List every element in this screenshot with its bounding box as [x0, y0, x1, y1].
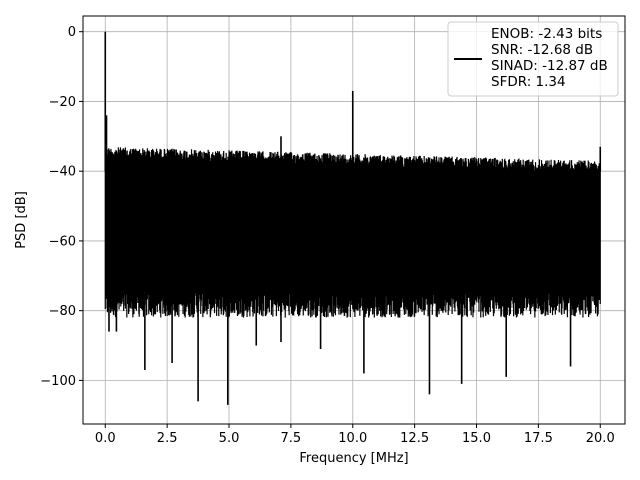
y-tick-label: −60: [49, 234, 76, 249]
x-tick-label: 2.5: [157, 431, 178, 446]
x-tick-label: 7.5: [281, 431, 302, 446]
spectrum-noise-trace: [104, 147, 601, 318]
plot-area: [104, 31, 602, 405]
axes-frame: [82, 15, 626, 425]
x-axis-label: Frequency [MHz]: [299, 451, 408, 466]
x-tick-label: 5.0: [219, 431, 240, 446]
x-tick-label: 0.0: [95, 431, 116, 446]
y-axis-ticks: 0 −20 −40 −60 −80 −100: [40, 25, 83, 389]
x-tick-label: 20.0: [586, 431, 615, 446]
y-tick-label: −40: [49, 165, 76, 180]
legend-sinad: SINAD: -12.87 dB: [491, 58, 608, 74]
y-tick-label: −100: [40, 374, 76, 389]
x-tick-label: 10.0: [338, 431, 367, 446]
y-tick-label: −80: [49, 304, 76, 319]
legend-sfdr: SFDR: 1.34: [491, 74, 566, 90]
legend-snr: SNR: -12.68 dB: [491, 42, 593, 58]
legend-box: [447, 21, 619, 97]
x-tick-label: 12.5: [400, 431, 429, 446]
y-tick-label: 0: [68, 25, 76, 40]
x-tick-label: 17.5: [524, 431, 553, 446]
x-axis-ticks: 0.0 2.5 5.0 7.5 10.0 12.5 15.0 17.5 20.0: [95, 424, 615, 446]
legend-enob: ENOB: -2.43 bits: [491, 26, 602, 42]
y-tick-label: −20: [49, 95, 76, 110]
legend: ENOB: -2.43 bits SNR: -12.68 dB SINAD: -…: [447, 21, 619, 97]
y-axis-label: PSD [dB]: [14, 191, 29, 249]
x-tick-label: 15.0: [462, 431, 491, 446]
